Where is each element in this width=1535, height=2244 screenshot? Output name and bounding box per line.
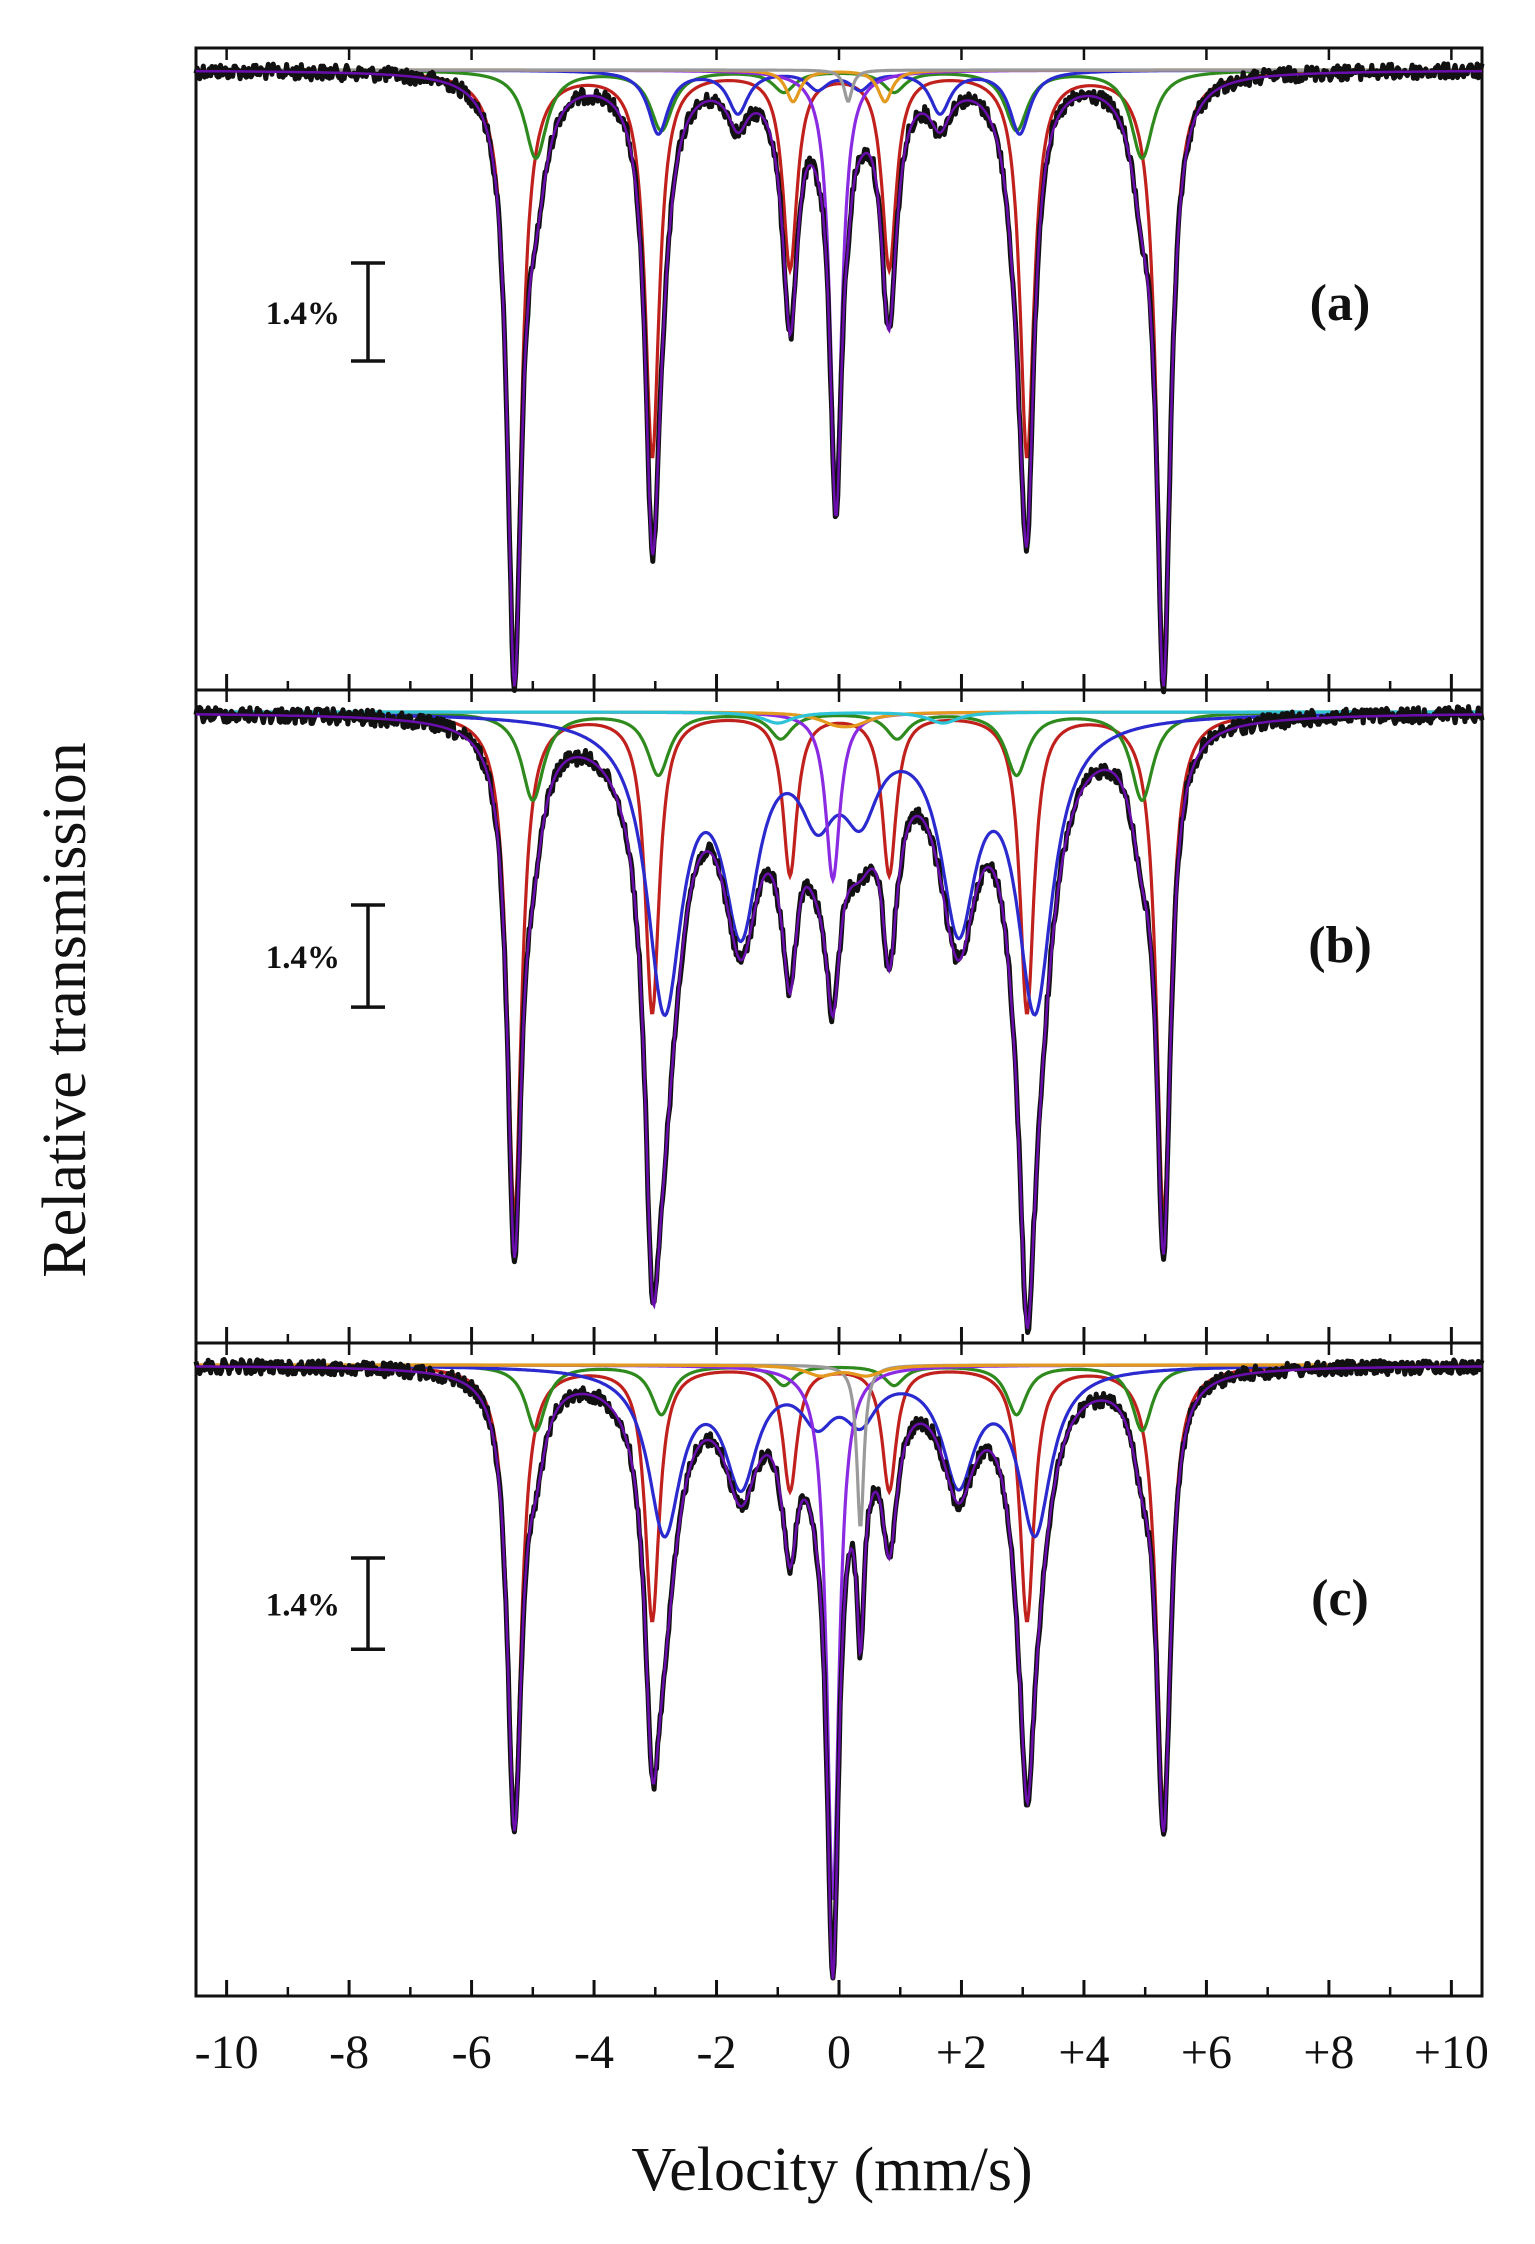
- fit-envelope: [196, 69, 1482, 687]
- scale-bar: 1.4%: [266, 261, 385, 363]
- x-tick-label: +4: [1058, 2026, 1109, 2079]
- component-cyan-doublet: [196, 710, 1482, 725]
- x-tick-label: +10: [1414, 2026, 1489, 2079]
- x-axis: -10 -8 -6 -4 -2 0 +2 +4 +6 +8 +10: [195, 2026, 1489, 2079]
- panel-c: 1.4% (c): [193, 1341, 1485, 1998]
- panel-b: 1.4% (b): [193, 688, 1485, 1345]
- x-axis-title: Velocity (mm/s): [631, 2136, 1032, 2204]
- x-tick-label: +2: [936, 2026, 987, 2079]
- x-tick-label: -6: [452, 2026, 492, 2079]
- panels: 1.4% (a) 1.4% (b) 1.4% (c): [193, 46, 1485, 1998]
- y-axis-title: Relative transmission: [31, 742, 99, 1278]
- x-tick-label: +6: [1181, 2026, 1232, 2079]
- x-tick-label: -2: [697, 2026, 737, 2079]
- panel-label: (a): [1310, 275, 1371, 332]
- scale-bar-label: 1.4%: [266, 940, 340, 976]
- x-tick-label: +8: [1303, 2026, 1354, 2079]
- x-tick-label: 0: [827, 2026, 851, 2079]
- panel-label: (c): [1311, 1570, 1369, 1627]
- fit-envelope: [196, 1365, 1482, 1980]
- fit-envelope: [196, 713, 1483, 1330]
- x-tick-label: -4: [574, 2026, 614, 2079]
- scale-bar: 1.4%: [266, 903, 385, 1009]
- x-tick-label: -8: [329, 2026, 369, 2079]
- scale-bar: 1.4%: [266, 1556, 385, 1652]
- x-tick-label: -10: [195, 2026, 259, 2079]
- scale-bar-label: 1.4%: [266, 296, 340, 332]
- panel-a: 1.4% (a): [193, 46, 1485, 695]
- scale-bar-label: 1.4%: [266, 1588, 340, 1624]
- panel-label: (b): [1308, 917, 1372, 974]
